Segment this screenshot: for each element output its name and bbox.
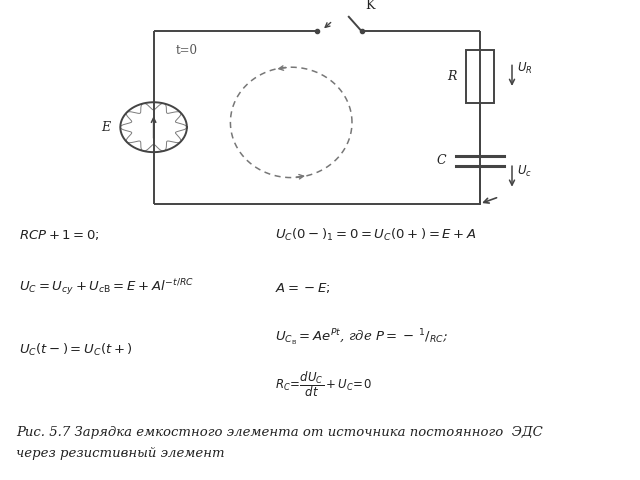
- Text: $R_C\!=\!\dfrac{dU_C}{dt} + U_C\!=\!0$: $R_C\!=\!\dfrac{dU_C}{dt} + U_C\!=\!0$: [275, 369, 372, 399]
- Text: $A = -E;$: $A = -E;$: [275, 281, 331, 295]
- Text: $U_R$: $U_R$: [517, 61, 532, 76]
- Text: $U_c$: $U_c$: [517, 164, 532, 179]
- Text: t=0: t=0: [176, 44, 198, 57]
- Text: $U_{C_\mathrm{B}} = Ae^{Pt}$, где $P = -\,^1/_{RC}$;: $U_{C_\mathrm{B}} = Ae^{Pt}$, где $P = -…: [275, 328, 448, 348]
- Text: через резистивный элемент: через резистивный элемент: [16, 447, 225, 460]
- Text: E: E: [102, 120, 111, 134]
- Text: Рис. 5.7 Зарядка емкостного элемента от источника постоянного  ЭДС: Рис. 5.7 Зарядка емкостного элемента от …: [16, 426, 543, 440]
- Bar: [466, 50, 494, 103]
- Text: R: R: [447, 70, 456, 84]
- Text: $U_C(0-)_1= 0 = U_C(0+) = E + A$: $U_C(0-)_1= 0 = U_C(0+) = E + A$: [275, 227, 477, 243]
- Text: $U_C(t-) = U_C(t+)$: $U_C(t-) = U_C(t+)$: [19, 342, 133, 359]
- Text: $RCP + 1 = 0;$: $RCP + 1 = 0;$: [19, 228, 100, 242]
- Text: $U_C = U_{cy} + U_{c\mathrm{B}} = E + Al^{-t/RC}$: $U_C = U_{cy} + U_{c\mathrm{B}} = E + Al…: [19, 278, 195, 298]
- Text: C: C: [436, 154, 446, 168]
- Text: K: K: [365, 0, 374, 12]
